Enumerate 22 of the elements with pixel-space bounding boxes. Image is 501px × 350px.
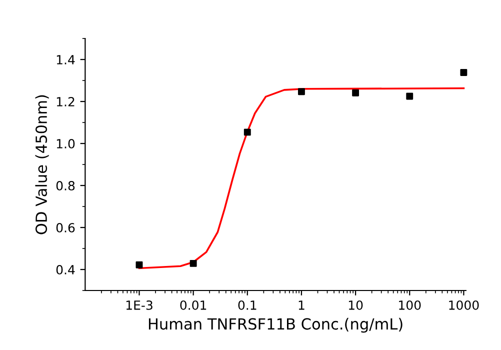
x-tick-label: 100 [399,300,421,310]
x-tick-label: 0.1 [238,300,256,310]
x-tick-label: 0.01 [180,300,206,310]
point [136,261,143,268]
y-tick-label: 1.0 [56,138,75,148]
y-tick-label: 0.6 [56,222,75,232]
x-axis-title: Human TNFRSF11B Conc.(ng/mL) [148,318,402,333]
y-axis-title: OD Value (450nm) [35,95,49,234]
point [352,89,360,96]
x-tick-label: 1E-3 [126,300,152,310]
y-tick-label: 0.8 [56,180,75,190]
x-tick-label: 1000 [449,300,479,310]
x-tick-label: 1 [298,300,304,310]
point [298,88,305,96]
point [460,69,468,76]
point [406,92,414,100]
y-tick-label: 1.4 [56,55,75,64]
x-tick-label: 10 [348,300,363,310]
point [190,260,197,267]
y-tick-label: 0.4 [56,264,75,274]
y-tick-label: 1.2 [56,96,74,106]
point [244,128,251,136]
